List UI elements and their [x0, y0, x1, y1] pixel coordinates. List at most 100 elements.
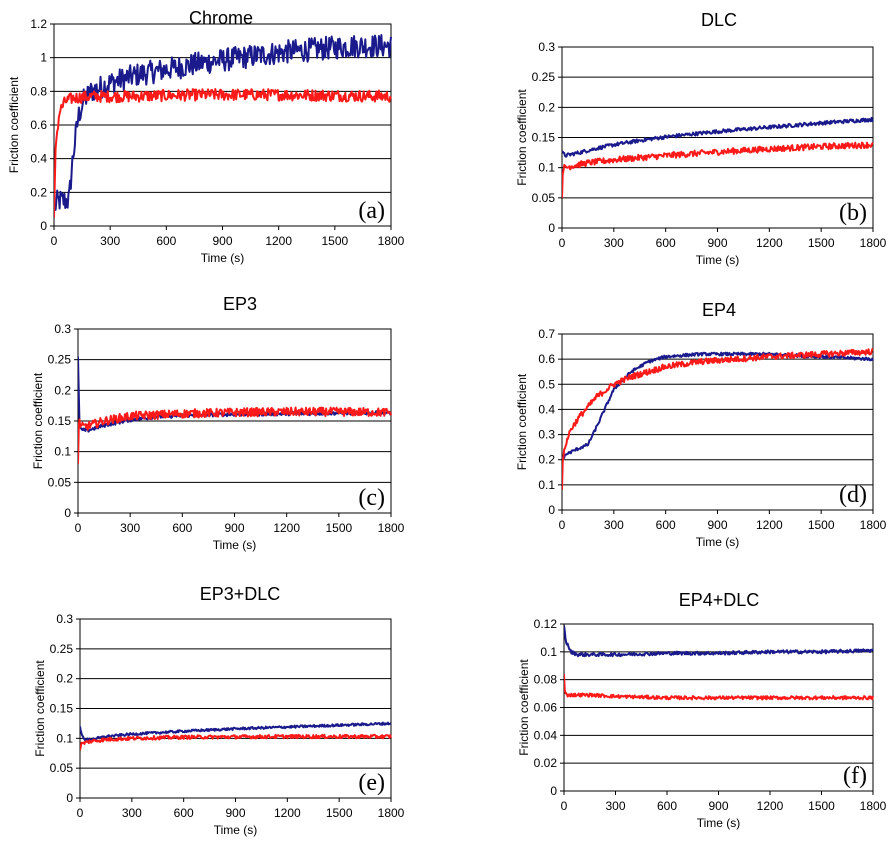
y-tick-label: 0.2: [538, 100, 555, 114]
panel-label: (b): [839, 200, 867, 226]
chart-title: Chrome: [189, 8, 253, 28]
series-line-red: [54, 88, 392, 218]
y-tick-label: 0.02: [534, 756, 558, 770]
y-tick-label: 0.25: [48, 353, 72, 367]
y-tick-label: 0.6: [538, 352, 555, 366]
series-line-blue: [562, 116, 874, 158]
chart-title: DLC: [701, 10, 737, 30]
x-tick-label: 1500: [326, 806, 353, 820]
x-tick-label: 0: [77, 806, 84, 820]
panel-label: (f): [843, 763, 867, 789]
series-group: [562, 116, 874, 198]
y-tick-label: 0.1: [54, 445, 71, 459]
x-tick-label: 0: [559, 236, 566, 250]
y-tick-label: 0.3: [538, 428, 555, 442]
x-tick-label: 1500: [808, 799, 835, 813]
x-tick-label: 1500: [325, 521, 352, 535]
x-axis-label: Time (s): [201, 251, 245, 265]
x-tick-label: 900: [212, 234, 232, 248]
y-tick-label: 0.1: [56, 731, 73, 745]
series-group: [78, 356, 392, 464]
y-axis-label: Friction coefficient: [515, 89, 529, 186]
y-tick-label: 0.2: [30, 185, 47, 199]
y-tick-label: 0.3: [54, 322, 71, 336]
x-axis-label: Time (s): [214, 823, 258, 837]
x-tick-label: 600: [174, 806, 194, 820]
x-axis-label: Time (s): [696, 253, 740, 267]
x-tick-label: 300: [122, 806, 142, 820]
x-tick-label: 300: [604, 518, 624, 532]
x-tick-label: 1200: [756, 236, 783, 250]
series-line-blue: [562, 351, 874, 461]
y-tick-label: 0.12: [534, 617, 558, 631]
y-tick-label: 0: [550, 784, 557, 798]
x-tick-label: 300: [605, 799, 625, 813]
chart-panel-f: EP4+DLC 0 0.02 0.04 0.06 0.08 0.1 0.12 0 300 600 90…: [517, 590, 887, 830]
x-tick-label: 1800: [378, 521, 405, 535]
y-axis-label: Friction coefficient: [517, 659, 531, 756]
y-tick-label: 0.15: [48, 414, 72, 428]
chart-title: EP3+DLC: [200, 584, 281, 604]
series-line-red: [562, 347, 874, 490]
panel-label: (c): [358, 485, 385, 511]
chart-panel-b: DLC 0 0.05 0.1 0.15 0.2 0.25 0.3 0 300 600 900 1200 1…: [515, 10, 887, 267]
y-tick-label: 0.25: [50, 642, 74, 656]
y-tick-label: 0.4: [538, 402, 555, 416]
y-axis-label: Friction coefficient: [7, 76, 21, 173]
y-tick-label: 0.1: [540, 645, 557, 659]
y-tick-label: 0.8: [30, 84, 47, 98]
y-tick-label: 0.1: [538, 161, 555, 175]
x-tick-label: 600: [172, 521, 192, 535]
x-tick-label: 1200: [756, 518, 783, 532]
x-tick-label: 900: [224, 521, 244, 535]
y-tick-label: 0.25: [532, 70, 556, 84]
y-axis-label: Friction coefficient: [31, 372, 45, 469]
x-axis-label: Time (s): [696, 535, 740, 549]
x-tick-label: 1500: [321, 234, 348, 248]
y-tick-label: 0.6: [30, 118, 47, 132]
x-tick-label: 600: [656, 518, 676, 532]
panel-label: (a): [358, 198, 385, 224]
x-tick-label: 1200: [274, 806, 301, 820]
x-tick-label: 0: [51, 234, 58, 248]
series-line-blue: [80, 721, 392, 742]
panel-label: (e): [358, 770, 385, 796]
series-line-red: [80, 733, 392, 751]
y-tick-label: 0.3: [56, 612, 73, 626]
y-tick-label: 0: [548, 503, 555, 517]
series-line-red: [78, 406, 392, 464]
y-tick-label: 0.15: [50, 702, 74, 716]
y-tick-label: 0.2: [56, 672, 73, 686]
x-tick-label: 300: [100, 234, 120, 248]
y-tick-label: 0.7: [538, 327, 555, 341]
y-tick-label: 0.2: [54, 383, 71, 397]
x-tick-label: 600: [156, 234, 176, 248]
series-group: [564, 625, 874, 701]
series-line-red: [564, 674, 874, 701]
y-tick-label: 0: [548, 221, 555, 235]
x-tick-label: 1200: [757, 799, 784, 813]
y-tick-label: 0.05: [48, 475, 72, 489]
y-axis-label: Friction coefficient: [33, 660, 47, 757]
x-tick-label: 900: [707, 518, 727, 532]
y-tick-label: 0: [40, 219, 47, 233]
x-axis-label: Time (s): [213, 538, 257, 552]
x-tick-label: 1800: [860, 236, 887, 250]
x-tick-label: 1800: [378, 806, 405, 820]
chart-panel-c: EP3 0 0.05 0.1 0.15 0.2 0.25 0.3 0 300 600 900 1200 1…: [31, 294, 405, 552]
x-tick-label: 1500: [808, 518, 835, 532]
x-tick-label: 600: [657, 799, 677, 813]
chart-panel-e: EP3+DLC 0 0.05 0.1 0.15 0.2 0.25 0.3 0 300 600 900 1…: [33, 584, 405, 837]
y-tick-label: 0.05: [532, 191, 556, 205]
y-tick-label: 0: [66, 791, 73, 805]
x-axis-label: Time (s): [697, 816, 741, 830]
y-tick-label: 1: [40, 51, 47, 65]
chart-title: EP4+DLC: [679, 590, 760, 610]
y-tick-label: 0.4: [30, 152, 47, 166]
x-tick-label: 900: [708, 799, 728, 813]
x-tick-label: 1500: [808, 236, 835, 250]
y-tick-label: 0.1: [538, 478, 555, 492]
series-line-blue: [564, 625, 874, 658]
x-tick-label: 1800: [860, 799, 887, 813]
